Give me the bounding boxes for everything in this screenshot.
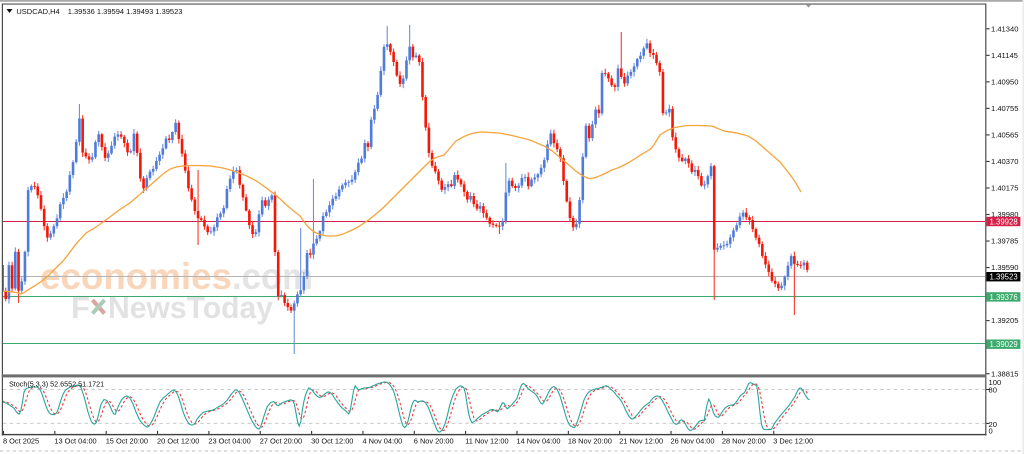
svg-text:4 Nov 04:00: 4 Nov 04:00 [362, 437, 402, 446]
svg-text:20 Oct 12:00: 20 Oct 12:00 [157, 437, 199, 446]
svg-text:20: 20 [989, 420, 997, 429]
svg-text:1.40175: 1.40175 [991, 184, 1018, 193]
svg-text:8 Oct 2025: 8 Oct 2025 [3, 437, 39, 446]
svg-text:USDCAD,H41.39536 1.39594 1.394: USDCAD,H4 1.39536 1.39594 1.39493 1.39523 [16, 7, 182, 16]
svg-text:1.39785: 1.39785 [991, 237, 1018, 246]
svg-text:1.41340: 1.41340 [991, 24, 1018, 33]
svg-text:15 Oct 20:00: 15 Oct 20:00 [106, 437, 148, 446]
svg-text:27 Oct 20:00: 27 Oct 20:00 [260, 437, 302, 446]
svg-text:1.39523: 1.39523 [990, 273, 1018, 282]
svg-text:3 Dec 12:00: 3 Dec 12:00 [773, 437, 813, 446]
svg-text:NewsToday: NewsToday [108, 290, 274, 325]
svg-text:1.39980: 1.39980 [991, 210, 1018, 219]
svg-text:6 Nov 20:00: 6 Nov 20:00 [414, 437, 454, 446]
svg-text:Stoch(5,3,3) 52.6552 51.1721: Stoch(5,3,3) 52.6552 51.1721 [9, 380, 104, 389]
svg-text:1.39205: 1.39205 [991, 316, 1018, 325]
svg-text:13 Oct 04:00: 13 Oct 04:00 [54, 437, 96, 446]
svg-text:1.41145: 1.41145 [991, 51, 1018, 60]
svg-text:18 Nov 20:00: 18 Nov 20:00 [568, 437, 612, 446]
svg-text:1.40755: 1.40755 [991, 104, 1018, 113]
svg-text:30 Oct 12:00: 30 Oct 12:00 [311, 437, 353, 446]
svg-text:1.39928: 1.39928 [990, 217, 1018, 226]
svg-text:26 Nov 04:00: 26 Nov 04:00 [671, 437, 715, 446]
svg-text:11 Nov 12:00: 11 Nov 12:00 [465, 437, 508, 446]
svg-text:1.40950: 1.40950 [991, 77, 1018, 86]
svg-text:14 Nov 04:00: 14 Nov 04:00 [517, 437, 561, 446]
svg-text:1.39590: 1.39590 [991, 263, 1018, 272]
svg-text:23 Oct 04:00: 23 Oct 04:00 [208, 437, 250, 446]
svg-text:0: 0 [989, 426, 993, 435]
svg-text:80: 80 [989, 385, 997, 394]
svg-text:1.40370: 1.40370 [991, 157, 1018, 166]
svg-text:1.39376: 1.39376 [990, 293, 1018, 302]
svg-text:1.38815: 1.38815 [991, 369, 1018, 378]
svg-text:F: F [71, 290, 90, 325]
svg-text:21 Nov 12:00: 21 Nov 12:00 [619, 437, 663, 446]
svg-text:28 Nov 20:00: 28 Nov 20:00 [722, 437, 766, 446]
svg-text:1.40565: 1.40565 [991, 131, 1018, 140]
svg-text:100: 100 [989, 378, 1002, 387]
svg-text:1.39029: 1.39029 [990, 340, 1018, 349]
